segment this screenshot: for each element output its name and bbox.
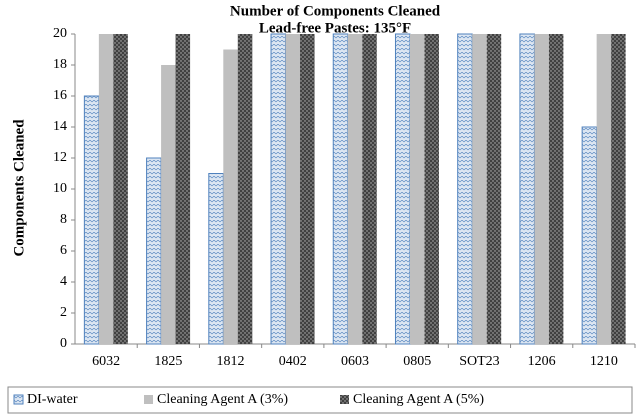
bar <box>208 173 224 345</box>
legend-swatch <box>144 395 153 404</box>
bar <box>394 33 411 345</box>
y-tick-label: 0 <box>60 336 67 351</box>
y-tick-label: 8 <box>60 212 67 227</box>
y-tick-label: 10 <box>53 181 67 196</box>
chart-subtitle: Lead-free Pastes: 135°F <box>259 20 411 36</box>
bar <box>98 34 114 344</box>
x-tick-label: 6032 <box>92 354 120 369</box>
x-tick-label: 1812 <box>217 354 245 369</box>
bar <box>161 65 176 344</box>
bar <box>332 33 349 345</box>
bar <box>534 34 549 344</box>
bar <box>300 34 315 344</box>
bar <box>424 34 439 344</box>
bar <box>237 34 253 344</box>
bar <box>581 126 598 345</box>
chart-title: Number of Components Cleaned <box>230 3 441 19</box>
bar <box>611 34 626 344</box>
bar <box>457 33 473 345</box>
bar <box>548 34 564 344</box>
y-axis-label: Components Cleaned <box>11 119 27 257</box>
y-tick-label: 6 <box>60 243 67 258</box>
x-tick-label: SOT23 <box>459 354 499 369</box>
bar <box>486 34 502 344</box>
legend-label: Cleaning Agent A (5%) <box>353 392 484 407</box>
bar <box>362 34 377 344</box>
y-tick-label: 20 <box>53 26 67 41</box>
legend-box <box>7 386 633 414</box>
legend-swatch <box>340 395 349 404</box>
y-tick-label: 12 <box>53 150 67 165</box>
bar <box>175 34 191 344</box>
y-tick-label: 18 <box>53 57 67 72</box>
y-tick-label: 4 <box>60 274 67 289</box>
y-tick-label: 2 <box>60 305 67 320</box>
bar <box>409 34 425 344</box>
x-tick-label: 1210 <box>590 354 618 369</box>
bar <box>270 33 287 345</box>
x-tick-label: 0603 <box>341 354 369 369</box>
x-tick-label: 0402 <box>279 354 307 369</box>
bar <box>223 49 238 344</box>
y-tick-label: 16 <box>53 88 67 103</box>
bar <box>519 33 535 345</box>
x-tick-label: 1825 <box>154 354 182 369</box>
bar <box>347 34 363 344</box>
bar <box>285 34 301 344</box>
bar <box>472 34 487 344</box>
legend-label: DI-water <box>27 392 78 407</box>
bar <box>83 95 100 345</box>
y-tick-label: 14 <box>53 119 67 134</box>
legend-label: Cleaning Agent A (3%) <box>157 392 288 407</box>
bar <box>596 34 612 344</box>
x-tick-label: 0805 <box>403 354 431 369</box>
legend-swatch <box>13 394 24 405</box>
bar <box>146 157 162 345</box>
bar <box>113 34 128 344</box>
x-tick-label: 1206 <box>528 354 556 369</box>
